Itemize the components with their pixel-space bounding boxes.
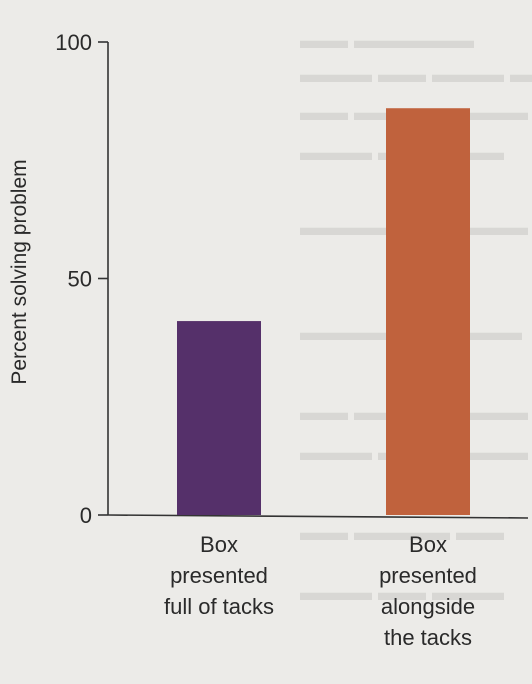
background-texture: ▬▬ ▬▬▬▬ ▬▬ — [300, 520, 504, 546]
bar — [177, 321, 261, 515]
y-tick-label: 50 — [68, 267, 92, 292]
x-tick-label: Box presented full of tacks — [164, 532, 274, 619]
background-texture: ▬▬▬ ▬▬ ▬▬▬ ▬▬ — [300, 62, 532, 88]
bars — [177, 108, 470, 515]
y-tick-label: 100 — [55, 30, 92, 55]
x-tick-label: Box presented alongside the tacks — [379, 532, 477, 650]
y-axis-label: Percent solving problem — [8, 159, 31, 384]
background-texture: ▬▬▬ ▬▬ ▬▬▬ — [300, 580, 504, 606]
axes: 0 50 100 — [55, 30, 529, 528]
y-tick-label: 0 — [80, 503, 92, 528]
x-axis-line — [107, 514, 529, 519]
x-axis-labels: Box presented full of tacks Box presented alo… — [164, 532, 477, 650]
background-texture: ▬▬ ▬▬▬▬▬ — [300, 28, 474, 54]
bar — [386, 108, 470, 515]
